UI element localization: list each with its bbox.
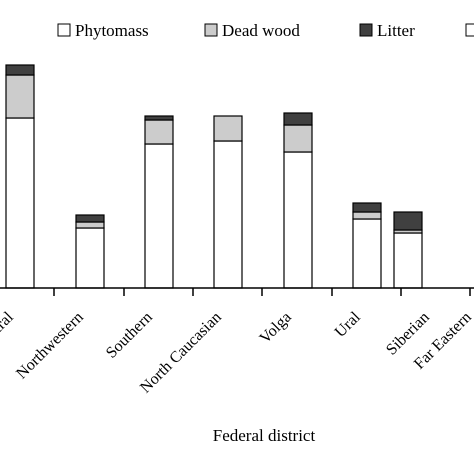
legend-swatch-2 — [204, 23, 218, 37]
x-tick-label-2: Northwestern — [13, 309, 87, 383]
legend-swatch-1 — [57, 23, 71, 37]
legend-label-2: Dead wood — [222, 21, 300, 40]
bar-phytomass-2 — [75, 227, 105, 289]
bar-dead-wood-2 — [75, 221, 105, 229]
x-axis-title: Federal district — [213, 426, 316, 445]
bar-dead-wood-5 — [283, 124, 313, 153]
bar-phytomass-1 — [5, 117, 35, 289]
bar-dead-wood-3 — [144, 119, 174, 145]
bar-phytomass-7 — [393, 232, 423, 289]
bar-litter-7 — [393, 211, 423, 231]
bar-phytomass-6 — [352, 218, 382, 289]
bar-litter-1 — [5, 64, 35, 76]
bar-litter-3 — [144, 115, 174, 121]
x-tick-label-5: Volga — [257, 309, 295, 347]
bar-litter-2 — [75, 214, 105, 223]
legend-swatch-4 — [465, 23, 474, 37]
x-tick-label-6: Ural — [332, 308, 365, 341]
bar-phytomass-5 — [283, 151, 313, 289]
legend-swatch-3 — [359, 23, 373, 37]
legend-label-3: Litter — [377, 21, 415, 40]
bar-litter-6 — [352, 202, 382, 213]
bar-dead-wood-1 — [5, 74, 35, 119]
x-tick-label-3: Southern — [103, 309, 156, 362]
legend-label-1: Phytomass — [75, 21, 149, 40]
bar-dead-wood-6 — [352, 211, 382, 220]
bar-litter-5 — [283, 112, 313, 126]
bar-phytomass-4 — [213, 140, 243, 289]
x-tick-label-1: Central — [0, 308, 17, 354]
legend: Phytomass Dead wood Litter — [57, 21, 474, 40]
bar-phytomass-3 — [144, 143, 174, 289]
bar-dead-wood-4 — [213, 115, 243, 142]
bars — [5, 64, 423, 289]
